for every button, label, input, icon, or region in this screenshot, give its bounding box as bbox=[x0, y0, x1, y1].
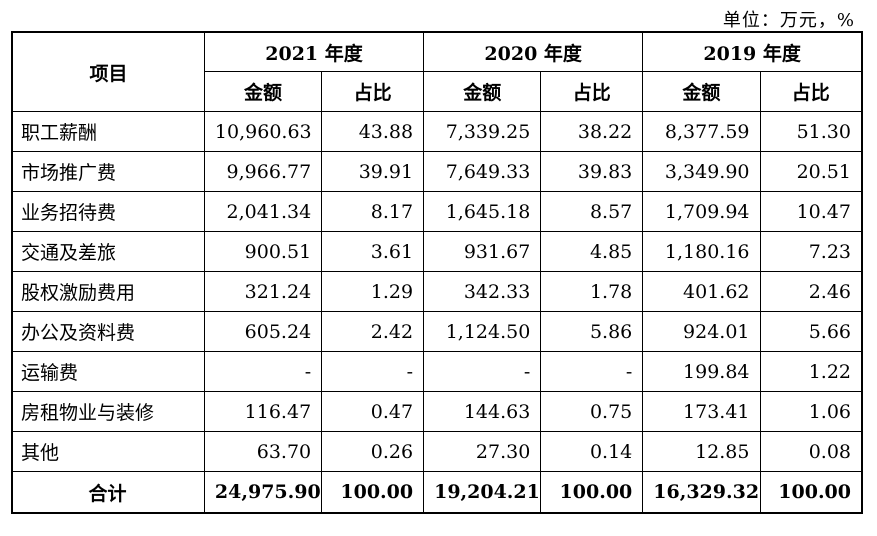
row-label: 办公及资料费 bbox=[11, 311, 205, 352]
row-label: 市场推广费 bbox=[11, 151, 205, 192]
ratio-cell: 7.23 bbox=[759, 231, 863, 272]
amount-cell: 931.67 bbox=[423, 231, 542, 272]
ratio-cell: 5.66 bbox=[759, 311, 863, 352]
amount-cell: 24,975.90 bbox=[203, 471, 323, 514]
ratio-cell: 0.08 bbox=[759, 431, 863, 472]
amount-cell: 144.63 bbox=[423, 391, 542, 432]
amount-cell: 342.33 bbox=[423, 271, 542, 312]
amount-cell: 3,349.90 bbox=[642, 151, 761, 192]
ratio-cell: 0.14 bbox=[540, 431, 644, 472]
table-row: 股权激励费用 321.24 1.29 342.33 1.78 401.62 2.46 bbox=[11, 271, 863, 312]
amount-cell: 1,124.50 bbox=[423, 311, 542, 352]
ratio-cell: - bbox=[321, 351, 425, 392]
amount-cell: 9,966.77 bbox=[203, 151, 323, 192]
amount-cell: 8,377.59 bbox=[642, 111, 761, 152]
ratio-cell: 20.51 bbox=[759, 151, 863, 192]
amount-cell: - bbox=[423, 351, 542, 392]
amount-cell: 27.30 bbox=[423, 431, 542, 472]
amount-cell: 16,329.32 bbox=[642, 471, 761, 514]
expense-table: 项目 2021 年度 2020 年度 2019 年度 金额 占比 金额 占比 金… bbox=[11, 31, 863, 514]
row-label: 合计 bbox=[11, 471, 205, 514]
year-header-2019: 2019 年度 bbox=[642, 31, 863, 72]
table-row: 房租物业与装修 116.47 0.47 144.63 0.75 173.41 1.06 bbox=[11, 391, 863, 432]
amount-cell: - bbox=[203, 351, 323, 392]
amount-cell: 401.62 bbox=[642, 271, 761, 312]
ratio-cell: 10.47 bbox=[759, 191, 863, 232]
table-row: 职工薪酬 10,960.63 43.88 7,339.25 38.22 8,377.59 5… bbox=[11, 111, 863, 152]
amount-cell: 2,041.34 bbox=[203, 191, 323, 232]
amount-cell: 12.85 bbox=[642, 431, 761, 472]
amount-cell: 10,960.63 bbox=[203, 111, 323, 152]
ratio-cell: 2.46 bbox=[759, 271, 863, 312]
amount-header: 金额 bbox=[203, 71, 323, 112]
table-row: 交通及差旅 900.51 3.61 931.67 4.85 1,180.16 7.23 bbox=[11, 231, 863, 272]
ratio-cell: - bbox=[540, 351, 644, 392]
row-label: 业务招待费 bbox=[11, 191, 205, 232]
amount-cell: 7,339.25 bbox=[423, 111, 542, 152]
ratio-header: 占比 bbox=[321, 71, 425, 112]
amount-cell: 7,649.33 bbox=[423, 151, 542, 192]
row-label: 职工薪酬 bbox=[11, 111, 205, 152]
table-row: 办公及资料费 605.24 2.42 1,124.50 5.86 924.01 5.66 bbox=[11, 311, 863, 352]
amount-cell: 1,709.94 bbox=[642, 191, 761, 232]
ratio-cell: 0.26 bbox=[321, 431, 425, 472]
ratio-cell: 51.30 bbox=[759, 111, 863, 152]
amount-cell: 900.51 bbox=[203, 231, 323, 272]
row-label: 股权激励费用 bbox=[11, 271, 205, 312]
ratio-cell: 1.06 bbox=[759, 391, 863, 432]
table-row: 市场推广费 9,966.77 39.91 7,649.33 39.83 3,349.90 2… bbox=[11, 151, 863, 192]
item-header: 项目 bbox=[11, 31, 205, 112]
ratio-cell: 39.91 bbox=[321, 151, 425, 192]
amount-cell: 173.41 bbox=[642, 391, 761, 432]
ratio-cell: 100.00 bbox=[759, 471, 863, 514]
row-label: 房租物业与装修 bbox=[11, 391, 205, 432]
ratio-cell: 38.22 bbox=[540, 111, 644, 152]
ratio-cell: 43.88 bbox=[321, 111, 425, 152]
ratio-cell: 1.78 bbox=[540, 271, 644, 312]
year-header-2020: 2020 年度 bbox=[423, 31, 644, 72]
amount-header: 金额 bbox=[423, 71, 542, 112]
ratio-header: 占比 bbox=[540, 71, 644, 112]
amount-cell: 1,645.18 bbox=[423, 191, 542, 232]
table-row: 其他 63.70 0.26 27.30 0.14 12.85 0.08 bbox=[11, 431, 863, 472]
row-label: 交通及差旅 bbox=[11, 231, 205, 272]
amount-cell: 116.47 bbox=[203, 391, 323, 432]
table-header: 项目 2021 年度 2020 年度 2019 年度 金额 占比 金额 占比 金… bbox=[11, 31, 863, 112]
amount-cell: 63.70 bbox=[203, 431, 323, 472]
amount-header: 金额 bbox=[642, 71, 761, 112]
amount-cell: 321.24 bbox=[203, 271, 323, 312]
row-label: 运输费 bbox=[11, 351, 205, 392]
row-label: 其他 bbox=[11, 431, 205, 472]
ratio-cell: 8.17 bbox=[321, 191, 425, 232]
ratio-cell: 39.83 bbox=[540, 151, 644, 192]
ratio-header: 占比 bbox=[759, 71, 863, 112]
ratio-cell: 4.85 bbox=[540, 231, 644, 272]
unit-note: 单位：万元，% bbox=[722, 10, 855, 31]
ratio-cell: 0.75 bbox=[540, 391, 644, 432]
amount-cell: 1,180.16 bbox=[642, 231, 761, 272]
ratio-cell: 5.86 bbox=[540, 311, 644, 352]
amount-cell: 605.24 bbox=[203, 311, 323, 352]
year-header-2021: 2021 年度 bbox=[203, 31, 425, 72]
ratio-cell: 2.42 bbox=[321, 311, 425, 352]
table-body: 职工薪酬 10,960.63 43.88 7,339.25 38.22 8,377.59 5… bbox=[11, 111, 863, 514]
table-row: 运输费 - - - -199.84 1.22 bbox=[11, 351, 863, 392]
ratio-cell: 0.47 bbox=[321, 391, 425, 432]
amount-cell: 199.84 bbox=[642, 351, 761, 392]
amount-cell: 19,204.21 bbox=[423, 471, 542, 514]
amount-cell: 924.01 bbox=[642, 311, 761, 352]
total-row: 合计 24,975.90 100.00 19,204.21 100.00 16,329.3… bbox=[11, 471, 863, 514]
ratio-cell: 8.57 bbox=[540, 191, 644, 232]
ratio-cell: 1.22 bbox=[759, 351, 863, 392]
ratio-cell: 100.00 bbox=[321, 471, 425, 514]
ratio-cell: 3.61 bbox=[321, 231, 425, 272]
ratio-cell: 100.00 bbox=[540, 471, 644, 514]
ratio-cell: 1.29 bbox=[321, 271, 425, 312]
table-row: 业务招待费 2,041.34 8.17 1,645.18 8.57 1,709.94 10.… bbox=[11, 191, 863, 232]
